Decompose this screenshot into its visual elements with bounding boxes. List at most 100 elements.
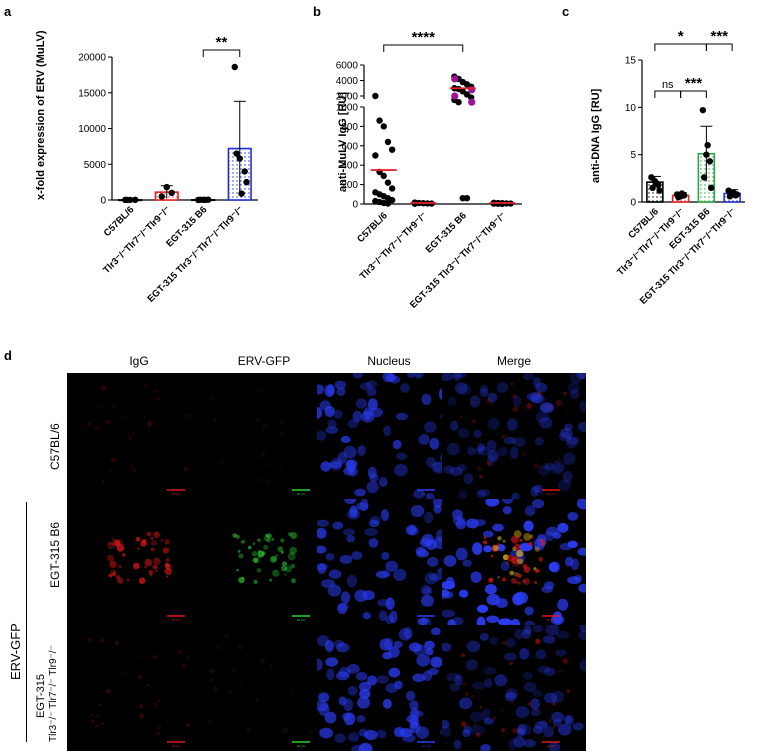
signal-speck [502,640,507,646]
nucleus-blob [539,417,553,429]
signal-speck [277,546,284,552]
nucleus-blob [566,436,580,445]
nucleus-blob [340,435,351,444]
signal-speck [110,542,114,546]
signal-speck [142,538,147,543]
signal-speck [539,539,547,547]
signal-speck [242,637,245,640]
nucleus-blob [523,625,532,635]
nucleus-blob [506,418,518,431]
signal-speck [110,569,117,576]
signal-speck [509,701,514,705]
panel-a-ylabel: x-fold expression of ERV (MuLV) [35,30,47,200]
nucleus-blob [442,719,450,729]
nucleus-blob [504,692,517,702]
nucleus-blob [513,736,526,748]
nucleus-blob [378,477,388,488]
nucleus-blob [366,380,378,389]
nucleus-blob [572,722,584,731]
nucleus-blob [515,706,530,719]
signal-speck [522,451,527,456]
micrograph-image-r2-c2: 20 µm [232,531,310,622]
signal-speck [259,658,266,664]
nucleus-blob [446,442,460,456]
signal-speck [238,645,243,650]
signal-speck [490,402,493,405]
signal-speck [483,540,488,545]
panel-b-ytick-upper-label-0: 2000 [336,92,359,103]
nucleus-blob [483,666,497,675]
nucleus-blob [402,734,416,743]
nucleus-blob [532,377,541,388]
nucleus-blob [327,419,337,429]
panel-a-ytick-label-4: 20000 [78,53,106,64]
nucleus-blob [427,556,439,567]
signal-speck [479,705,483,709]
signal-speck [144,558,153,567]
nucleus-blob [403,627,413,639]
signal-speck [131,432,134,435]
nucleus-blob [578,583,586,593]
signal-speck [534,638,541,645]
signal-speck [209,396,215,401]
nucleus-blob [345,459,358,469]
signal-speck [165,557,170,563]
scale-bar-label: 20 µm [297,492,306,496]
nucleus-blob [569,373,583,384]
row-label-tlr-triple-ko: Tlr3⁻/⁻ Tlr7⁻/⁻ Tlr9⁻/⁻ [48,645,59,742]
nucleus-blob [503,652,517,661]
nucleus-blob [408,524,418,536]
signal-speck [94,724,98,728]
nucleus-blob [518,648,529,660]
nucleus-blob [486,615,500,624]
signal-speck [112,477,115,480]
nucleus-blob [463,725,472,734]
signal-speck [477,466,482,471]
nucleus-blob [484,584,497,595]
signal-speck [216,470,218,472]
nucleus-blob [442,642,452,652]
nucleus-blob [367,398,378,411]
signal-speck [245,726,252,733]
panel-b-magenta-point-3 [468,98,476,106]
signal-speck [281,565,287,572]
signal-speck [213,686,219,692]
signal-speck [261,450,267,456]
row-label-c57bl6: C57BL/6 [48,423,62,470]
signal-speck [144,565,147,569]
nucleus-blob [545,625,560,636]
nucleus-blob [548,562,559,573]
nucleus-blob [542,725,554,738]
signal-speck [546,404,553,411]
signal-speck [523,578,531,585]
nucleus-blob [421,533,434,546]
nucleus-blob [567,382,580,394]
nucleus-blob [394,680,403,690]
nucleus-blob [423,587,433,595]
signal-speck [111,456,117,463]
nucleus-blob [364,528,378,536]
nucleus-blob [484,678,493,688]
nucleus-blob [474,447,484,455]
nucleus-blob [535,382,548,393]
signal-speck [227,689,233,695]
nucleus-blob [343,467,356,476]
signal-speck [138,713,145,719]
panel-a-point-1-0 [158,193,165,200]
signal-speck [280,538,285,543]
nucleus-blob [458,384,472,396]
row-label-egt315-b6: EGT-315 B6 [48,521,62,588]
panel-c-point-2-3 [700,174,708,181]
nucleus-blob [559,543,573,551]
nucleus-blob [519,647,530,660]
signal-speck [529,534,534,539]
signal-speck [136,656,140,659]
nucleus-blob [557,522,569,533]
signal-speck [533,462,540,469]
signal-speck [287,531,293,537]
nucleus-blob [355,398,368,409]
signal-speck [121,553,126,557]
nucleus-blob [317,658,323,671]
panel-c-annotation-1-label: * [678,28,684,45]
panel-letter-d: d [4,348,12,363]
